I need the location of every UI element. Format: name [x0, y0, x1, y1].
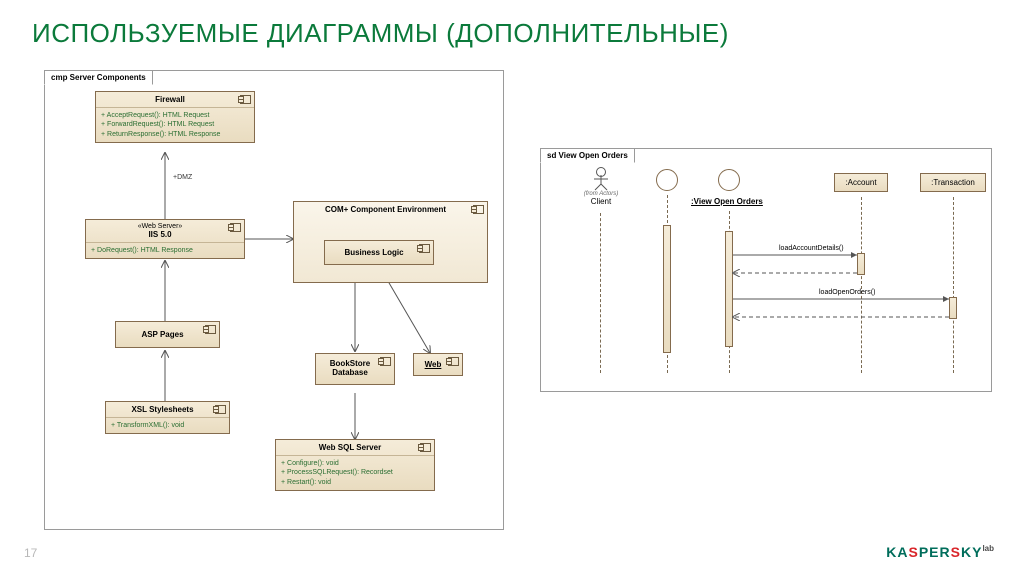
logo-part4: S — [951, 544, 961, 560]
activation-bar — [949, 297, 957, 319]
control-icon — [718, 169, 740, 191]
account-label: :Account — [834, 173, 887, 192]
sequence-diagram-label: sd View Open Orders — [540, 148, 635, 163]
component-bookstore-db: BookStore Database — [315, 353, 395, 385]
component-web-sql-server: Web SQL Server Configure(): void Process… — [275, 439, 435, 491]
control-1 — [647, 169, 687, 191]
page-number: 17 — [24, 546, 37, 560]
actor-name: Client — [571, 197, 631, 206]
component-icon — [230, 223, 241, 232]
component-icon — [420, 443, 431, 452]
activation-bar — [725, 231, 733, 347]
sequence-diagram-frame: sd View Open Orders (from Actors) Client… — [540, 148, 992, 392]
iis-attr: DoRequest(): HTML Response — [91, 246, 239, 255]
biz-name: Business Logic — [344, 248, 403, 257]
transaction-label: :Transaction — [920, 173, 986, 192]
component-icon — [380, 357, 391, 366]
activation-bar — [663, 225, 671, 353]
xsl-attr: TransformXML(): void — [111, 421, 224, 430]
firewall-attr: AcceptRequest(): HTML Request — [101, 111, 249, 120]
kaspersky-logo: KASPERSKYlab — [886, 544, 994, 560]
lifeline — [600, 213, 601, 373]
component-web: Web — [413, 353, 463, 376]
component-icon — [240, 95, 251, 104]
component-icon — [419, 244, 430, 253]
msg-load-account-details: loadAccountDetails() — [779, 245, 844, 252]
asp-name: ASP Pages — [141, 330, 183, 339]
logo-part3: PER — [919, 544, 951, 560]
firewall-attr: ReturnResponse(): HTML Response — [101, 130, 249, 139]
component-xsl: XSL Stylesheets TransformXML(): void — [105, 401, 230, 434]
component-icon — [215, 405, 226, 414]
component-com-env: COM+ Component Environment Business Logi… — [293, 201, 488, 283]
bookstore-name: BookStore Database — [330, 359, 370, 377]
control-icon — [656, 169, 678, 191]
websql-attr: Restart(): void — [281, 478, 429, 487]
component-firewall: Firewall AcceptRequest(): HTML Request F… — [95, 91, 255, 143]
slide-title: ИСПОЛЬЗУЕМЫЕ ДИАГРАММЫ (ДОПОЛНИТЕЛЬНЫЕ) — [32, 18, 729, 49]
logo-suffix: lab — [982, 544, 994, 553]
object-account: :Account — [821, 173, 901, 192]
component-icon — [473, 205, 484, 214]
component-business-logic: Business Logic — [324, 240, 434, 265]
firewall-name: Firewall — [155, 95, 185, 104]
com-env-name: COM+ Component Environment — [325, 205, 446, 214]
component-icon — [448, 357, 459, 366]
lifeline — [953, 197, 954, 373]
lifeline — [861, 197, 862, 373]
object-transaction: :Transaction — [913, 173, 993, 192]
websql-attr: ProcessSQLRequest(): Recordset — [281, 468, 429, 477]
component-asp: ASP Pages — [115, 321, 220, 348]
iis-stereotype: «Web Server» — [90, 223, 230, 230]
firewall-attr: ForwardRequest(): HTML Request — [101, 120, 249, 129]
component-icon — [205, 325, 216, 334]
iis-name: IIS 5.0 — [148, 230, 171, 239]
svg-text:+DMZ: +DMZ — [173, 174, 193, 181]
websql-attr: Configure(): void — [281, 459, 429, 468]
websql-name: Web SQL Server — [319, 443, 381, 452]
xsl-name: XSL Stylesheets — [131, 405, 193, 414]
logo-part1: KA — [886, 544, 908, 560]
web-name: Web — [425, 360, 442, 369]
control-2: :View Open Orders — [709, 169, 749, 206]
view-open-orders-title: :View Open Orders — [691, 197, 749, 206]
logo-part2: S — [909, 544, 919, 560]
activation-bar — [857, 253, 865, 275]
logo-part5: KY — [961, 544, 982, 560]
actor-client: (from Actors) Client — [571, 167, 631, 206]
component-diagram-frame: cmp Server Components +DMZ Firewall Acce… — [44, 70, 504, 530]
component-iis: «Web Server» IIS 5.0 DoRequest(): HTML R… — [85, 219, 245, 259]
component-diagram-label: cmp Server Components — [44, 70, 153, 85]
msg-load-open-orders: loadOpenOrders() — [819, 289, 875, 296]
